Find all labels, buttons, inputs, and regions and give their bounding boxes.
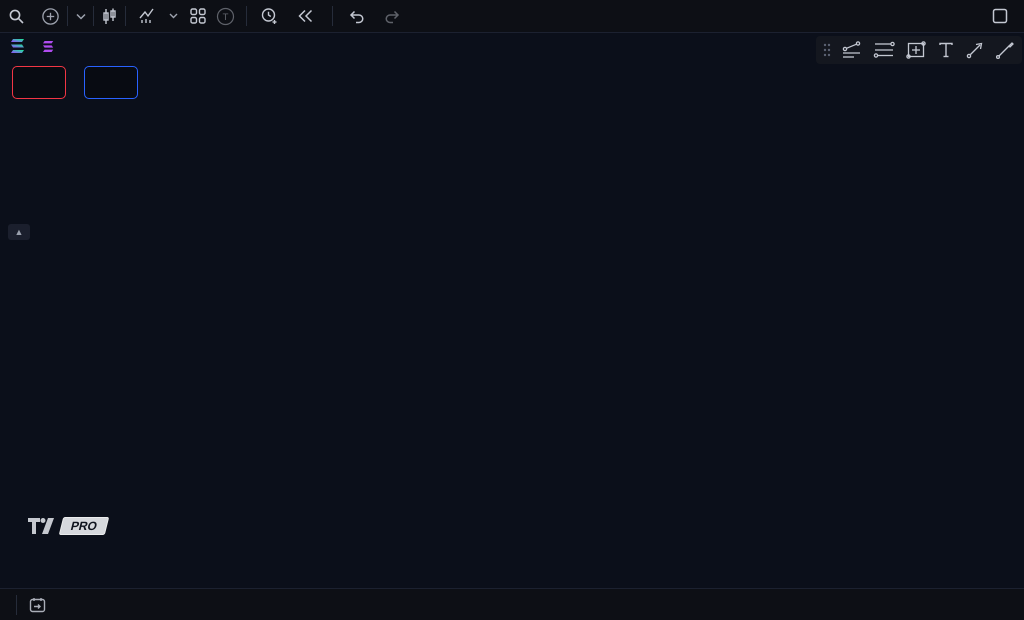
go-to-date-icon[interactable] — [23, 597, 52, 613]
templates-grid-icon[interactable] — [185, 8, 211, 24]
trend-line-tool-icon[interactable] — [841, 41, 863, 59]
replay-button[interactable] — [291, 5, 325, 27]
time-axis[interactable] — [0, 563, 1024, 588]
toolbar-divider — [246, 6, 247, 26]
toolbar-divider — [67, 6, 68, 26]
compare-add-icon[interactable] — [41, 7, 60, 26]
rectangle-tool-icon[interactable] — [905, 40, 927, 60]
tradingview-pro-logo: PRO — [28, 517, 110, 535]
legend-collapse-button[interactable]: ▲ — [8, 224, 30, 240]
replay-icon — [297, 9, 313, 23]
screenshot-icon[interactable] — [992, 8, 1008, 24]
alert-clock-icon — [260, 7, 278, 25]
buy-button[interactable] — [84, 66, 138, 99]
indicators-button[interactable] — [133, 4, 184, 28]
toolbar-divider — [125, 6, 126, 26]
search-icon[interactable] — [8, 8, 25, 25]
drag-handle-icon[interactable] — [823, 43, 831, 57]
toolbar-divider — [16, 594, 17, 615]
indicators-icon — [139, 8, 157, 24]
pro-badge: PRO — [58, 517, 110, 535]
trade-panel — [12, 66, 138, 99]
horizontal-line-tool-icon[interactable] — [873, 41, 895, 59]
symbol-button[interactable] — [26, 12, 38, 20]
tradingview-mark-icon — [28, 518, 54, 534]
top-toolbar: T — [0, 0, 1024, 33]
drawing-toolbar — [816, 36, 1022, 64]
bottom-toolbar — [0, 588, 1024, 620]
brush-tool-icon[interactable] — [995, 40, 1015, 60]
sell-button[interactable] — [12, 66, 66, 99]
text-tool-icon[interactable] — [937, 41, 955, 59]
undo-icon[interactable] — [340, 9, 374, 24]
solana-logo-icon — [10, 39, 26, 53]
arrow-tool-icon[interactable] — [965, 40, 985, 60]
chart-style-icon[interactable] — [101, 8, 118, 25]
toolbar-divider — [93, 6, 94, 26]
svg-text:T: T — [223, 12, 229, 23]
text-template-icon[interactable]: T — [212, 7, 239, 26]
solana-token-icon — [42, 40, 55, 52]
interval-chevron-icon[interactable] — [76, 13, 86, 20]
chevron-down-icon — [169, 13, 178, 19]
redo-icon[interactable] — [375, 9, 409, 24]
toolbar-divider — [332, 6, 333, 26]
alert-button[interactable] — [254, 3, 290, 29]
topbar-right-group — [992, 8, 1016, 24]
chart-header — [10, 39, 103, 53]
